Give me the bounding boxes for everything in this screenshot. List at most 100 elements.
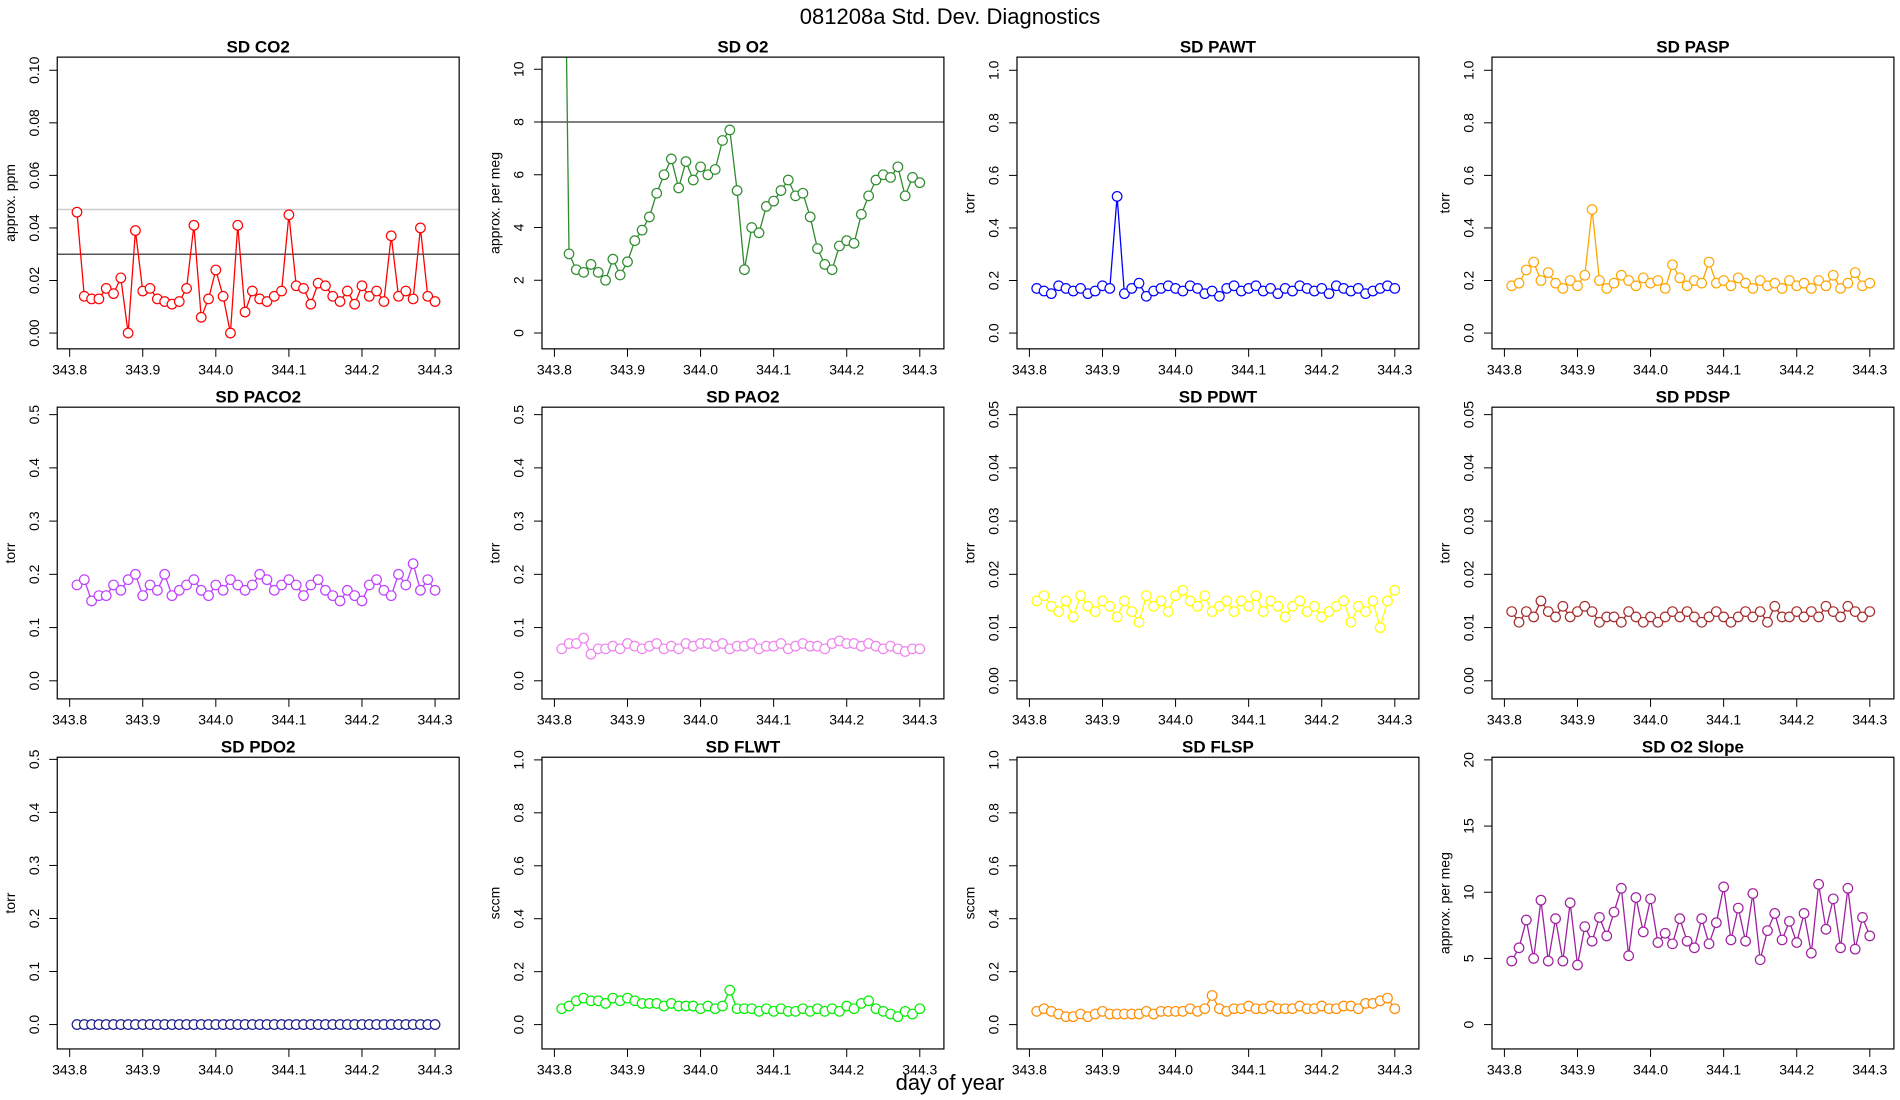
data-point [1718,275,1730,286]
y-tick-label: 0.8 [511,803,527,823]
data-point [739,264,750,276]
data-point [1177,285,1189,297]
data-point [1615,882,1627,894]
data-point [1257,606,1269,617]
y-tick-label: 6 [511,171,527,179]
data-point [1857,911,1868,923]
data-point [1360,606,1371,617]
x-tick-label: 344.0 [198,1062,233,1078]
data-point [1586,606,1598,617]
data-point [636,224,648,236]
plot-area [1031,191,1401,302]
data-point [1667,259,1678,271]
data-point [1557,955,1569,967]
x-tick-label: 343.8 [52,1062,87,1078]
data-point [1513,616,1525,628]
y-tick-label: 0.3 [26,855,42,875]
data-point [1550,277,1561,289]
data-point [1813,275,1825,286]
y-tick-label: 0 [1461,1020,1477,1028]
data-point [188,574,200,586]
data-point [1535,894,1547,906]
x-tick-label: 343.8 [52,712,87,728]
x-tick-label: 344.2 [1304,1062,1339,1078]
data-point [1323,288,1335,300]
data-point [1849,267,1861,279]
y-axis-label: approx. ppm [2,164,18,242]
x-tick-label: 344.2 [1304,362,1339,378]
data-point [804,211,816,223]
y-tick-label: 0.04 [1461,454,1477,481]
data-point [614,643,626,655]
data-point [261,296,273,307]
data-point [1732,611,1744,623]
data-point [71,206,83,218]
data-point [268,584,280,596]
data-point [1126,606,1138,617]
data-point [1031,595,1043,607]
y-tick-label: 0.1 [26,618,42,638]
data-point [1287,600,1298,612]
y-axis-label: torr [1437,542,1453,563]
data-point [1674,272,1686,284]
y-tick-label: 0.0 [511,671,527,691]
y-tick-label: 0.2 [1461,271,1477,291]
data-point [1674,913,1686,925]
data-point [1535,275,1547,286]
y-tick-label: 0.06 [26,162,42,189]
y-tick-label: 0.0 [986,1015,1002,1035]
data-point [1835,611,1846,623]
data-point [371,285,382,297]
y-tick-label: 0.01 [1461,614,1477,641]
data-point [115,272,127,284]
data-point [1820,600,1832,612]
x-tick-label: 344.2 [829,712,864,728]
panel-title: SD FLSP [1182,738,1254,757]
data-point [1199,1003,1211,1015]
data-point [1520,264,1532,276]
data-point [622,256,633,268]
data-point [687,174,699,186]
data-point [225,574,236,586]
x-tick-label: 343.9 [125,1062,160,1078]
data-point [731,185,743,196]
data-point [1608,277,1620,289]
data-point [1689,611,1700,623]
data-point [717,1000,728,1012]
data-point [1586,204,1598,215]
x-tick-label: 343.8 [1487,362,1522,378]
data-point [1550,913,1561,925]
y-tick-label: 0.4 [511,458,527,478]
data-point [1535,595,1547,607]
x-tick-label: 344.1 [1706,1062,1741,1078]
data-point [1740,606,1751,617]
plot-area [1506,595,1876,628]
plot-area [1031,584,1401,633]
data-point [1316,282,1328,294]
y-tick-label: 0.1 [26,962,42,982]
data-point [1842,600,1854,612]
data-point [78,574,90,586]
data-point [1637,272,1649,284]
x-tick-label: 343.9 [1085,362,1120,378]
y-tick-label: 0.4 [1461,218,1477,238]
data-point [1864,606,1876,617]
data-point [1214,290,1225,302]
panel-title: SD O2 Slope [1642,738,1744,757]
data-point [1623,950,1635,962]
data-point [1572,959,1583,971]
data-point [1214,600,1225,612]
plot-area [541,57,944,286]
data-point [232,219,244,231]
y-tick-label: 0.04 [26,214,42,241]
data-point [812,243,823,255]
panel-title: SD CO2 [227,38,290,57]
x-tick-label: 343.9 [1560,362,1595,378]
data-point [385,230,397,242]
panel: SD PAO2 torr 0.0 0.1 0.2 0.3 0.4 0.5 343.8 343.9 3… [487,388,945,728]
y-tick-label: 0.5 [26,749,42,769]
data-point [1111,611,1123,623]
plot-frame [1491,756,1895,1050]
data-point [760,201,772,212]
data-point [1703,611,1715,623]
